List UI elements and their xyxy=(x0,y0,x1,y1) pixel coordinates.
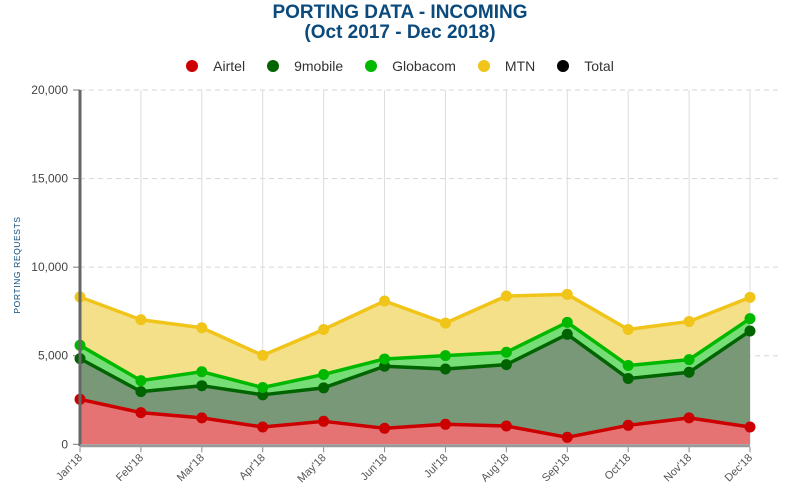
legend-marker-icon xyxy=(267,60,280,72)
chart-subtitle: (Oct 2017 - Dec 2018) xyxy=(304,22,496,43)
point-mtn xyxy=(196,322,208,334)
legend-marker-icon xyxy=(186,60,199,72)
line-airtel xyxy=(79,397,751,440)
point-globacom xyxy=(744,313,756,325)
point-airtel xyxy=(683,412,695,424)
area-airtel xyxy=(80,399,750,445)
point-airtel xyxy=(196,412,208,424)
y-tick-label: 15,000 xyxy=(31,172,68,186)
legend: Airtel 9mobile Globacom MTN Total xyxy=(0,58,800,74)
point-globacom xyxy=(622,360,634,372)
legend-label: Globacom xyxy=(392,58,456,74)
point-globacom xyxy=(683,354,695,366)
x-tick-label: Sep'18 xyxy=(540,452,572,484)
legend-marker-icon xyxy=(557,60,570,72)
x-tick-label: Feb'18 xyxy=(114,452,146,484)
x-tick-label: Jul'18 xyxy=(422,452,451,481)
point-airtel xyxy=(379,422,391,434)
point-9mobile xyxy=(318,382,330,394)
legend-label: Total xyxy=(584,58,614,74)
x-tick-label: Nov'18 xyxy=(662,452,694,484)
point-9mobile xyxy=(135,386,147,398)
point-9mobile xyxy=(622,373,634,385)
y-tick-label: 5,000 xyxy=(38,349,68,363)
line-globacom xyxy=(79,317,751,390)
point-globacom xyxy=(196,366,208,378)
point-airtel xyxy=(318,415,330,427)
legend-item-airtel[interactable]: Airtel xyxy=(186,58,245,74)
legend-marker-icon xyxy=(477,60,490,72)
area-globacom xyxy=(80,318,750,395)
point-9mobile xyxy=(561,328,573,340)
point-9mobile xyxy=(196,380,208,392)
x-tick-label: Oct'18 xyxy=(603,452,634,483)
point-9mobile xyxy=(683,366,695,378)
point-airtel xyxy=(500,420,512,432)
point-9mobile xyxy=(744,325,756,337)
point-mtn xyxy=(135,314,147,326)
point-mtn xyxy=(318,323,330,335)
point-globacom xyxy=(135,375,147,387)
point-mtn xyxy=(379,295,391,307)
point-airtel xyxy=(744,421,756,433)
point-globacom xyxy=(500,346,512,358)
point-mtn xyxy=(622,323,634,335)
point-9mobile xyxy=(500,359,512,371)
legend-label: MTN xyxy=(504,58,536,74)
legend-label: 9mobile xyxy=(294,58,344,74)
point-mtn xyxy=(561,288,573,300)
point-globacom xyxy=(257,382,269,394)
point-globacom xyxy=(439,350,451,362)
x-tick-label: Dec'18 xyxy=(723,452,755,484)
point-airtel xyxy=(439,418,451,430)
point-airtel xyxy=(135,407,147,419)
legend-marker-icon xyxy=(365,60,378,72)
point-globacom xyxy=(561,316,573,328)
point-mtn xyxy=(500,290,512,302)
area-9mobile xyxy=(80,330,750,438)
x-tick-label: Aug'18 xyxy=(479,452,511,484)
point-airtel xyxy=(622,419,634,431)
point-9mobile xyxy=(439,363,451,375)
point-mtn xyxy=(257,349,269,361)
point-mtn xyxy=(744,291,756,303)
x-tick-label: Jun'18 xyxy=(358,452,389,483)
point-airtel xyxy=(561,431,573,443)
legend-item-9mobile[interactable]: 9mobile xyxy=(267,58,343,74)
line-9mobile xyxy=(79,329,751,397)
y-tick-label: 10,000 xyxy=(31,260,68,274)
point-airtel xyxy=(257,421,269,433)
x-tick-label: Apr'18 xyxy=(237,452,268,483)
y-tick-label: 20,000 xyxy=(31,83,68,97)
point-globacom xyxy=(318,368,330,380)
chart-title: PORTING DATA - INCOMING xyxy=(272,2,528,23)
x-tick-label: Mar'18 xyxy=(175,452,207,484)
point-mtn xyxy=(439,317,451,329)
point-globacom xyxy=(379,353,391,365)
line-mtn xyxy=(79,292,751,358)
legend-label: Airtel xyxy=(213,58,246,74)
point-mtn xyxy=(683,315,695,327)
area-mtn xyxy=(80,294,750,388)
legend-item-globacom[interactable]: Globacom xyxy=(365,58,456,74)
x-tick-label: May'18 xyxy=(295,452,328,485)
legend-item-mtn[interactable]: MTN xyxy=(477,58,536,74)
y-tick-label: 0 xyxy=(61,437,68,451)
x-tick-label: Jan'18 xyxy=(54,452,85,483)
legend-item-total[interactable]: Total xyxy=(557,58,614,74)
